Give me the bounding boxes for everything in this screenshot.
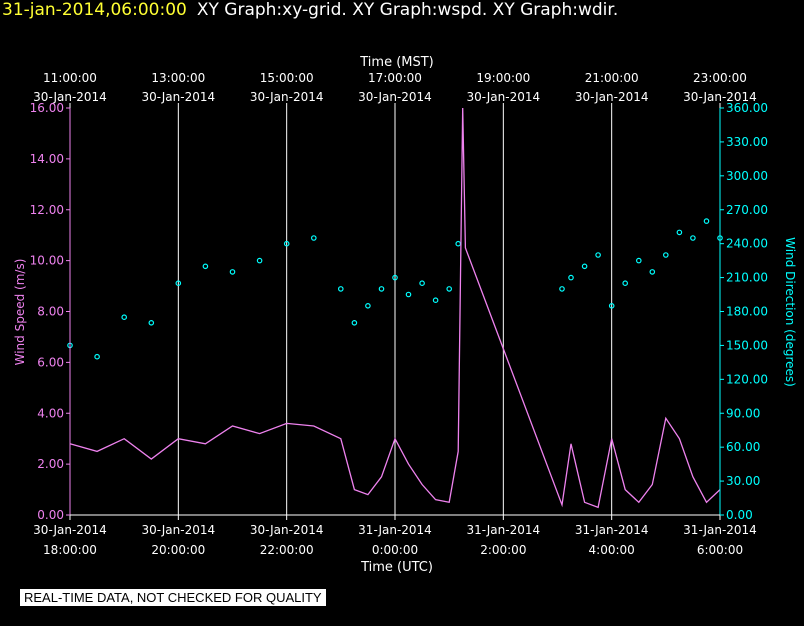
- bottom-tick-label-date: 30-Jan-2014: [142, 523, 216, 537]
- chart-header: 31-jan-2014,06:00:00 XY Graph:xy-grid. XY…: [2, 0, 618, 20]
- bottom-tick-label-time: 22:00:00: [260, 543, 314, 557]
- top-tick-label-time: 23:00:00: [693, 71, 747, 85]
- wdir-point: [455, 240, 462, 247]
- wdir-point: [649, 269, 656, 275]
- bottom-tick-label-date: 31-Jan-2014: [358, 523, 432, 537]
- top-tick-label-time: 21:00:00: [585, 71, 639, 85]
- right-tick-label: 330.00: [726, 135, 768, 149]
- wdir-point: [121, 314, 128, 321]
- bottom-tick-label-date: 31-Jan-2014: [683, 523, 757, 537]
- wdir-point: [595, 252, 601, 258]
- right-tick-label: 90.00: [726, 406, 760, 420]
- right-tick-label: 300.00: [726, 169, 768, 183]
- left-tick-label: 12.00: [30, 203, 64, 217]
- right-tick-label: 210.00: [726, 271, 768, 285]
- right-tick-label: 0.00: [726, 508, 753, 522]
- bottom-tick-label-time: 18:00:00: [43, 543, 97, 557]
- wdir-point: [419, 280, 425, 287]
- wdir-point: [559, 286, 565, 292]
- wdir-point: [351, 319, 358, 326]
- bottom-tick-label-date: 31-Jan-2014: [467, 523, 541, 537]
- right-tick-label: 240.00: [726, 237, 768, 251]
- bottom-tick-label-time: 2:00:00: [480, 543, 526, 557]
- bottom-tick-label-date: 30-Jan-2014: [33, 523, 107, 537]
- right-axis-title: Wind Direction (degrees): [783, 237, 797, 387]
- right-tick-label: 60.00: [726, 440, 760, 454]
- wdir-point: [365, 302, 371, 309]
- right-tick-label: 150.00: [726, 338, 768, 352]
- wdir-point: [310, 235, 317, 241]
- axes: 11:00:00 30-Jan-2014 30-Jan-2014 18:00:00 13…: [30, 71, 768, 557]
- top-axis-title: Time (MST): [359, 55, 434, 70]
- top-tick-label-time: 19:00:00: [476, 71, 530, 85]
- top-tick-label-time: 13:00:00: [151, 71, 205, 85]
- wdir-point: [608, 302, 615, 309]
- left-tick-label: 16.00: [30, 101, 64, 115]
- bottom-axis-title: Time (UTC): [360, 560, 433, 575]
- wdir-point: [94, 353, 100, 360]
- top-tick-label-time: 17:00:00: [368, 71, 422, 85]
- wdir-point: [446, 286, 453, 292]
- bottom-tick-label-time: 20:00:00: [151, 543, 205, 557]
- bottom-tick-label-time: 6:00:00: [697, 543, 743, 557]
- top-tick-label-date: 30-Jan-2014: [33, 90, 107, 104]
- top-tick-label-date: 30-Jan-2014: [575, 90, 649, 104]
- left-tick-label: 2.00: [37, 457, 64, 471]
- wdir-point: [337, 286, 344, 292]
- wdir-point: [662, 252, 669, 258]
- right-tick-label: 120.00: [726, 372, 768, 386]
- bottom-tick-label-time: 4:00:00: [589, 543, 635, 557]
- left-tick-label: 4.00: [37, 406, 64, 420]
- left-tick-label: 0.00: [37, 508, 64, 522]
- wdir-point: [581, 263, 588, 270]
- wdir-point: [148, 319, 155, 326]
- top-tick-label-time: 15:00:00: [260, 71, 314, 85]
- left-axis-title: Wind Speed (m/s): [13, 259, 27, 366]
- grid: [69, 108, 721, 515]
- right-tick-label: 30.00: [726, 474, 760, 488]
- wdir-point: [392, 274, 398, 281]
- wdir-point: [283, 240, 290, 247]
- wdir-point: [690, 235, 696, 241]
- wdir-point: [635, 257, 642, 264]
- left-tick-label: 10.00: [30, 254, 64, 268]
- top-tick-label-date: 30-Jan-2014: [142, 90, 216, 104]
- left-tick-label: 14.00: [30, 152, 64, 166]
- top-tick-label-date: 30-Jan-2014: [467, 90, 541, 104]
- left-tick-label: 6.00: [37, 355, 64, 369]
- top-tick-label-time: 11:00:00: [43, 71, 97, 85]
- top-tick-label-date: 30-Jan-2014: [683, 90, 757, 104]
- wdir-point: [676, 229, 683, 236]
- wspd-line: [69, 107, 721, 509]
- right-tick-label: 180.00: [726, 305, 768, 319]
- graph-titles: XY Graph:xy-grid. XY Graph:wspd. XY Grap…: [196, 0, 619, 20]
- wspd-series: [69, 107, 721, 509]
- wdir-point: [703, 218, 710, 224]
- bottom-tick-label-time: 0:00:00: [372, 543, 418, 557]
- timestamp: 31-jan-2014,06:00:00: [2, 0, 187, 20]
- quality-notice: REAL-TIME DATA, NOT CHECKED FOR QUALITY: [20, 589, 326, 606]
- wdir-point: [405, 291, 412, 298]
- bottom-tick-label-date: 30-Jan-2014: [250, 523, 324, 537]
- wdir-point: [256, 257, 263, 264]
- wdir-point: [175, 280, 182, 287]
- top-tick-label-date: 30-Jan-2014: [358, 90, 432, 104]
- bottom-tick-label-date: 31-Jan-2014: [575, 523, 649, 537]
- top-tick-label-date: 30-Jan-2014: [250, 90, 324, 104]
- wdir-point: [432, 297, 439, 304]
- wdir-point: [202, 263, 209, 270]
- right-tick-label: 270.00: [726, 203, 768, 217]
- wdir-point: [229, 269, 236, 275]
- wdir-point: [622, 280, 629, 287]
- wdir-point: [378, 286, 385, 292]
- wdir-point: [568, 274, 574, 281]
- left-tick-label: 8.00: [37, 305, 64, 319]
- right-tick-label: 360.00: [726, 101, 768, 115]
